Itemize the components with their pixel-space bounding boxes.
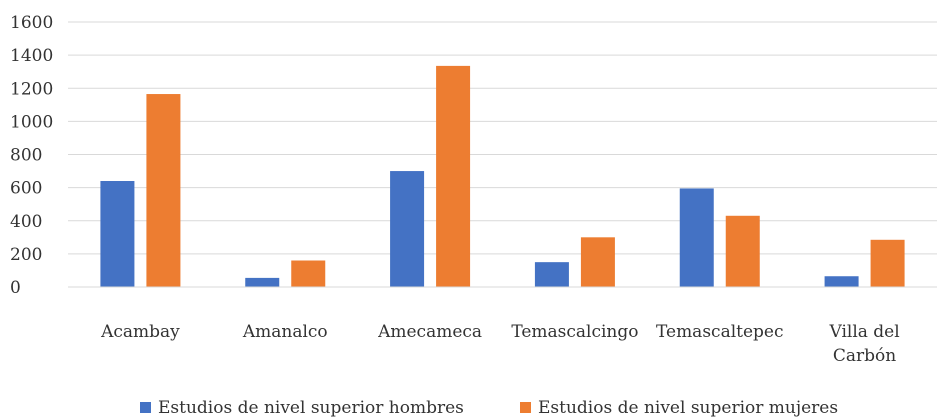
y-tick-label: 800 bbox=[10, 146, 42, 166]
y-tick-label: 0 bbox=[10, 278, 21, 298]
bar-hombres bbox=[245, 277, 280, 287]
legend: Estudios de nivel superior hombres Estudi… bbox=[140, 398, 838, 418]
x-category-label: Temascalcingo bbox=[511, 322, 638, 342]
x-category-label-line: Villa del bbox=[828, 322, 899, 342]
legend-swatch bbox=[520, 402, 531, 413]
gridlines bbox=[68, 21, 937, 288]
bar-mujeres bbox=[436, 65, 471, 287]
y-axis-tick-labels: 0 200 400 600 800 1000 1200 1400 1600 bbox=[10, 13, 53, 298]
x-category-label-line: Amanalco bbox=[242, 322, 328, 342]
bar-mujeres bbox=[725, 215, 760, 287]
x-category-label: Villa del Carbón bbox=[828, 322, 899, 366]
y-tick-label: 1400 bbox=[10, 46, 53, 66]
x-category-label: Temascaltepec bbox=[656, 322, 784, 342]
bar-hombres bbox=[100, 181, 135, 287]
bar-mujeres bbox=[870, 239, 905, 287]
x-category-label: Amanalco bbox=[242, 322, 328, 342]
y-tick-label: 600 bbox=[10, 179, 42, 199]
bar-mujeres bbox=[146, 94, 181, 287]
x-axis-category-labels: Acambay Amanalco Amecameca Temascalcingo Tem… bbox=[100, 322, 900, 366]
x-category-label-line: Amecameca bbox=[377, 322, 482, 342]
y-tick-label: 400 bbox=[10, 212, 42, 232]
legend-label: Estudios de nivel superior hombres bbox=[158, 398, 464, 418]
x-category-label-line: Temascaltepec bbox=[656, 322, 784, 342]
x-category-label-line: Carbón bbox=[833, 346, 896, 366]
legend-swatch bbox=[140, 402, 151, 413]
legend-label: Estudios de nivel superior mujeres bbox=[538, 398, 838, 418]
y-tick-label: 1000 bbox=[10, 112, 53, 132]
x-category-label-line: Temascalcingo bbox=[511, 322, 638, 342]
bars bbox=[68, 65, 937, 288]
bar-hombres bbox=[534, 262, 569, 287]
bar-hombres bbox=[390, 171, 425, 287]
bar-mujeres bbox=[580, 237, 615, 287]
bar-mujeres bbox=[291, 260, 326, 287]
y-tick-label: 1200 bbox=[10, 79, 53, 99]
bar-hombres bbox=[679, 188, 714, 287]
bar-hombres bbox=[824, 276, 859, 287]
x-category-label-line: Acambay bbox=[100, 322, 180, 342]
y-tick-label: 1600 bbox=[10, 13, 53, 33]
x-category-label: Acambay bbox=[100, 322, 180, 342]
y-tick-label: 200 bbox=[10, 245, 42, 265]
x-category-label: Amecameca bbox=[377, 322, 482, 342]
